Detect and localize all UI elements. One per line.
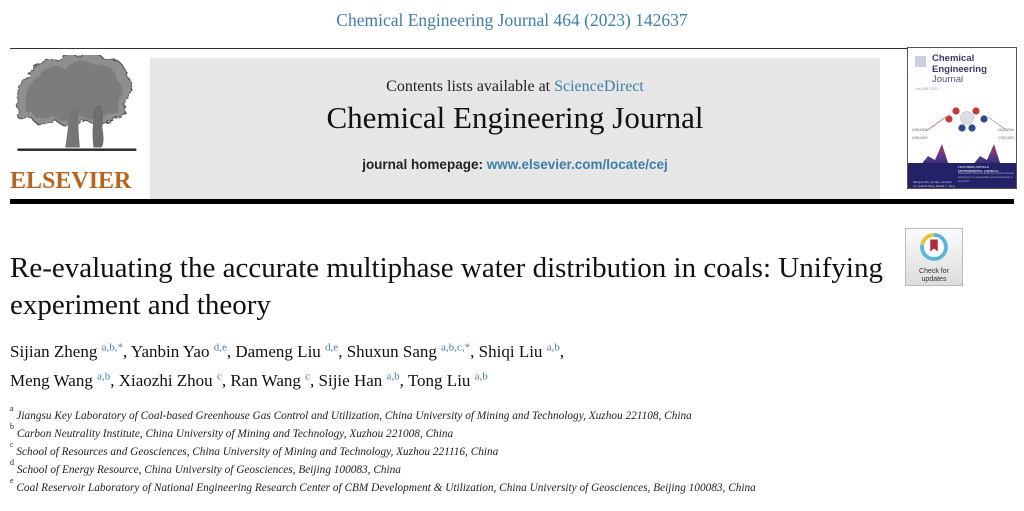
svg-text:H2O,CH4: H2O,CH4 [998,128,1014,132]
svg-text:CH4,H2O: CH4,H2O [912,128,928,132]
